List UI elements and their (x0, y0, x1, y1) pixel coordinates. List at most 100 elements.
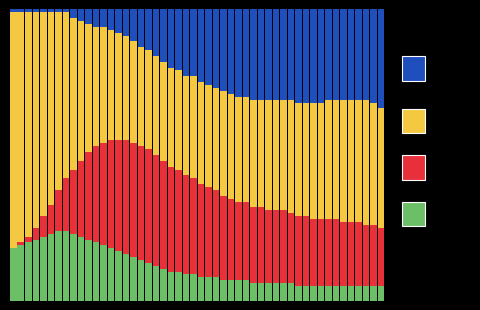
Bar (242, 9, 249, 97)
Bar (197, 9, 204, 82)
Bar (40, 216, 47, 237)
Bar (362, 9, 369, 100)
Bar (235, 202, 241, 280)
Bar (62, 231, 69, 301)
Bar (55, 12, 61, 190)
Bar (167, 9, 174, 68)
Bar (347, 100, 354, 222)
Bar (197, 277, 204, 301)
Bar (190, 9, 196, 76)
Bar (212, 190, 219, 277)
Bar (10, 248, 17, 301)
Bar (10, 9, 17, 12)
Bar (235, 9, 241, 97)
Bar (235, 97, 241, 202)
Bar (115, 251, 121, 301)
Bar (152, 155, 159, 266)
Bar (332, 219, 339, 286)
Bar (220, 196, 227, 280)
Bar (160, 161, 167, 269)
Bar (55, 190, 61, 231)
Bar (324, 100, 331, 219)
Bar (257, 100, 264, 207)
Bar (347, 286, 354, 301)
Bar (310, 103, 316, 219)
Bar (182, 274, 189, 301)
Bar (295, 9, 301, 103)
Bar (279, 100, 286, 210)
Bar (130, 41, 136, 143)
Bar (33, 228, 39, 240)
Bar (264, 9, 271, 100)
Bar (17, 242, 24, 245)
Bar (40, 9, 47, 12)
Bar (17, 245, 24, 301)
Bar (227, 9, 234, 94)
Bar (100, 245, 107, 301)
Bar (25, 9, 32, 12)
Bar (264, 283, 271, 301)
Bar (354, 9, 361, 100)
Bar (55, 231, 61, 301)
Bar (130, 143, 136, 257)
Bar (100, 27, 107, 143)
Bar (167, 167, 174, 272)
Bar (175, 9, 181, 70)
Bar (339, 286, 346, 301)
Bar (85, 24, 92, 152)
Bar (250, 100, 256, 207)
Bar (339, 100, 346, 222)
Bar (190, 76, 196, 178)
Bar (220, 9, 227, 91)
Bar (152, 9, 159, 56)
Bar (279, 210, 286, 283)
Bar (332, 286, 339, 301)
Bar (92, 242, 99, 301)
Bar (204, 277, 211, 301)
Bar (62, 12, 69, 178)
Bar (272, 9, 279, 100)
Bar (310, 286, 316, 301)
Bar (122, 9, 129, 36)
Bar (122, 254, 129, 301)
Bar (317, 103, 324, 219)
Bar (377, 228, 384, 286)
Bar (295, 286, 301, 301)
Bar (33, 240, 39, 301)
Bar (33, 9, 39, 12)
Bar (227, 199, 234, 280)
Bar (310, 9, 316, 103)
Bar (310, 219, 316, 286)
Bar (70, 170, 77, 234)
Bar (257, 207, 264, 283)
Bar (250, 9, 256, 100)
Bar (33, 12, 39, 228)
Bar (377, 286, 384, 301)
Bar (77, 237, 84, 301)
Bar (242, 280, 249, 301)
Bar (250, 207, 256, 283)
Bar (354, 222, 361, 286)
Bar (264, 210, 271, 283)
Bar (160, 269, 167, 301)
Bar (227, 94, 234, 199)
Bar (145, 50, 152, 149)
Bar (302, 286, 309, 301)
Bar (152, 56, 159, 155)
Bar (40, 12, 47, 216)
Bar (242, 202, 249, 280)
Bar (377, 9, 384, 108)
Bar (137, 146, 144, 260)
Bar (115, 33, 121, 140)
Bar (250, 283, 256, 301)
Bar (220, 280, 227, 301)
Bar (324, 286, 331, 301)
Bar (190, 178, 196, 274)
Bar (287, 100, 294, 213)
Bar (92, 146, 99, 242)
Bar (122, 140, 129, 254)
Bar (167, 68, 174, 167)
Bar (190, 274, 196, 301)
Bar (108, 9, 114, 30)
Bar (145, 149, 152, 263)
